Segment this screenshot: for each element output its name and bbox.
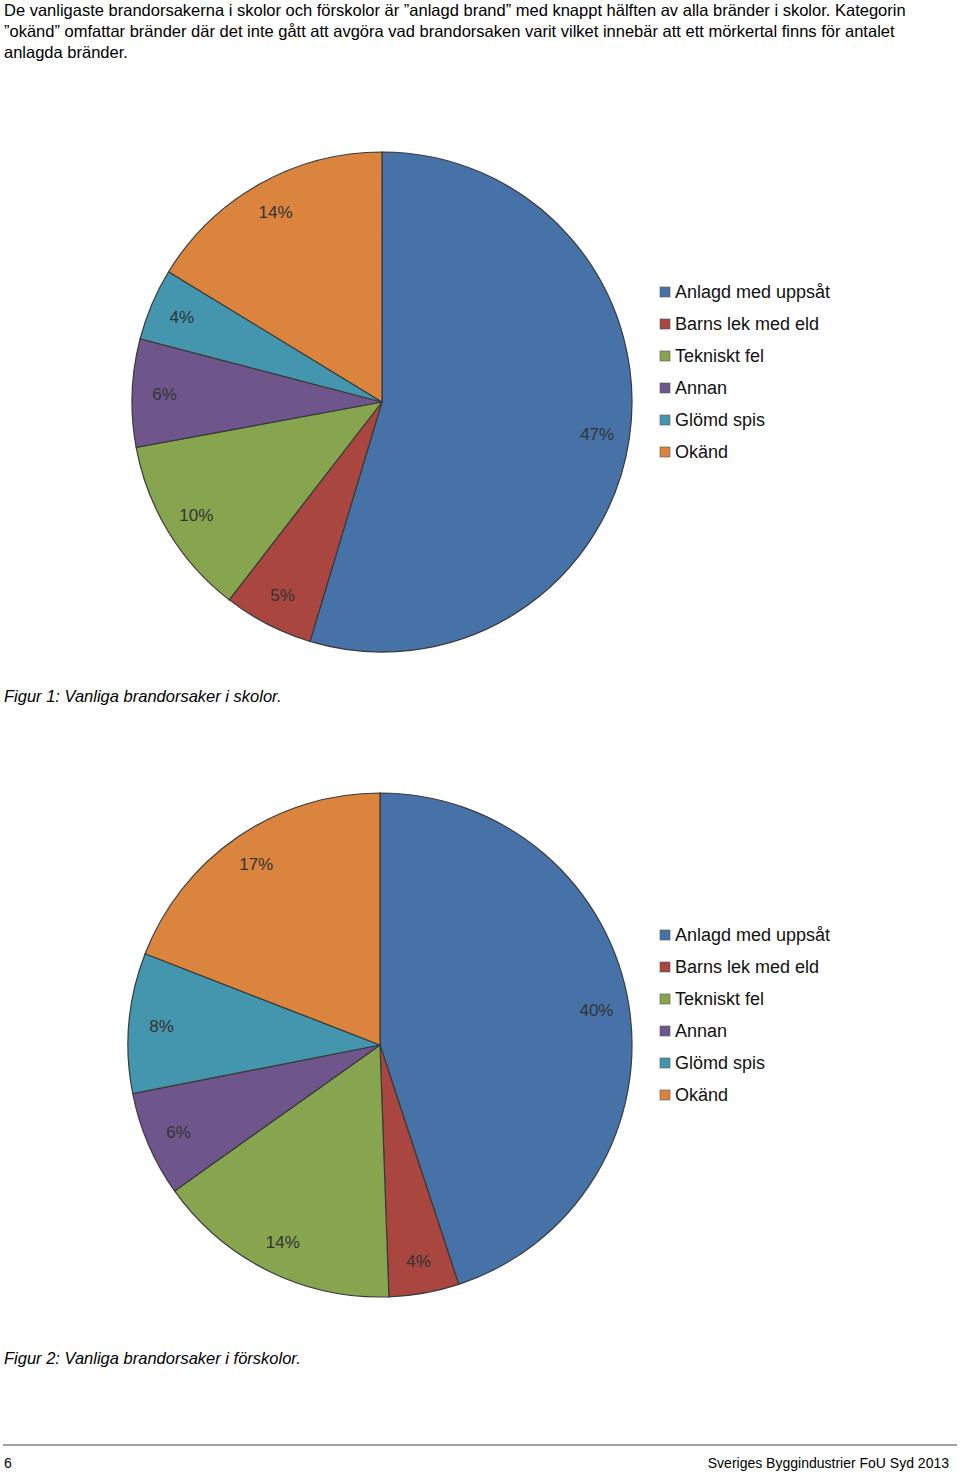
pie-slice: [380, 1045, 459, 1297]
data-label: 47%: [580, 425, 614, 444]
footer-rule: [3, 1445, 957, 1446]
pie-slice: [169, 152, 382, 402]
data-label: 40%: [579, 1001, 613, 1020]
intro-text: De vanligaste brandorsakerna i skolor oc…: [4, 0, 956, 63]
data-label: 10%: [179, 506, 213, 525]
figure-caption: Figur 2: Vanliga brandorsaker i förskolo…: [4, 1349, 301, 1367]
legend-swatch: [660, 962, 670, 972]
legend: Anlagd med uppsåt Barns lek med eld Teknis…: [660, 925, 830, 1105]
legend-swatch: [660, 319, 670, 329]
legend-label: Anlagd med uppsåt: [675, 925, 830, 945]
publisher: Sveriges Byggindustrier FoU Syd 2013: [708, 1455, 949, 1471]
data-label: 14%: [266, 1233, 300, 1252]
legend-swatch: [660, 1058, 670, 1068]
legend-label: Glömd spis: [675, 1053, 765, 1073]
data-label: 6%: [152, 385, 177, 404]
data-label: 5%: [270, 586, 295, 605]
data-label: 14%: [259, 203, 293, 222]
legend-label: Tekniskt fel: [675, 346, 764, 366]
legend-label: Anlagd med uppsåt: [675, 282, 830, 302]
slices: [128, 793, 632, 1297]
figure-caption: Figur 1: Vanliga brandorsaker i skolor.: [4, 687, 282, 705]
legend: Anlagd med uppsåt Barns lek med eld Teknis…: [660, 282, 830, 462]
legend-swatch: [660, 447, 670, 457]
pie-chart: 47% 5% 10% 6% 4% 14% Anlagd med uppsåt Barns le…: [4, 152, 830, 705]
data-label: 4%: [170, 308, 195, 327]
data-labels: 40% 4% 14% 6% 8% 17%: [149, 855, 613, 1271]
legend-swatch: [660, 351, 670, 361]
legend-label: Tekniskt fel: [675, 989, 764, 1009]
page-number: 6: [4, 1455, 12, 1471]
data-label: 17%: [239, 855, 273, 874]
legend-swatch: [660, 930, 670, 940]
pie-slice: [145, 793, 380, 1045]
legend-swatch: [660, 1026, 670, 1036]
pie-chart: 40% 4% 14% 6% 8% 17% Anlagd med uppsåt Barns le…: [4, 793, 830, 1367]
legend-label: Annan: [675, 1021, 727, 1041]
data-label: 8%: [149, 1017, 174, 1036]
legend-swatch: [660, 383, 670, 393]
legend-swatch: [660, 994, 670, 1004]
legend-label: Barns lek med eld: [675, 314, 819, 334]
legend-label: Okänd: [675, 442, 728, 462]
legend-label: Barns lek med eld: [675, 957, 819, 977]
legend-swatch: [660, 415, 670, 425]
legend-swatch: [660, 1090, 670, 1100]
slices: [132, 152, 632, 652]
legend-label: Annan: [675, 378, 727, 398]
data-label: 6%: [166, 1123, 191, 1142]
page: 47% 5% 10% 6% 4% 14% Anlagd med uppsåt Barns le…: [0, 0, 960, 1472]
legend-swatch: [660, 287, 670, 297]
data-labels: 47% 5% 10% 6% 4% 14%: [152, 203, 614, 605]
legend-label: Okänd: [675, 1085, 728, 1105]
data-label: 4%: [406, 1252, 431, 1271]
legend-label: Glömd spis: [675, 410, 765, 430]
